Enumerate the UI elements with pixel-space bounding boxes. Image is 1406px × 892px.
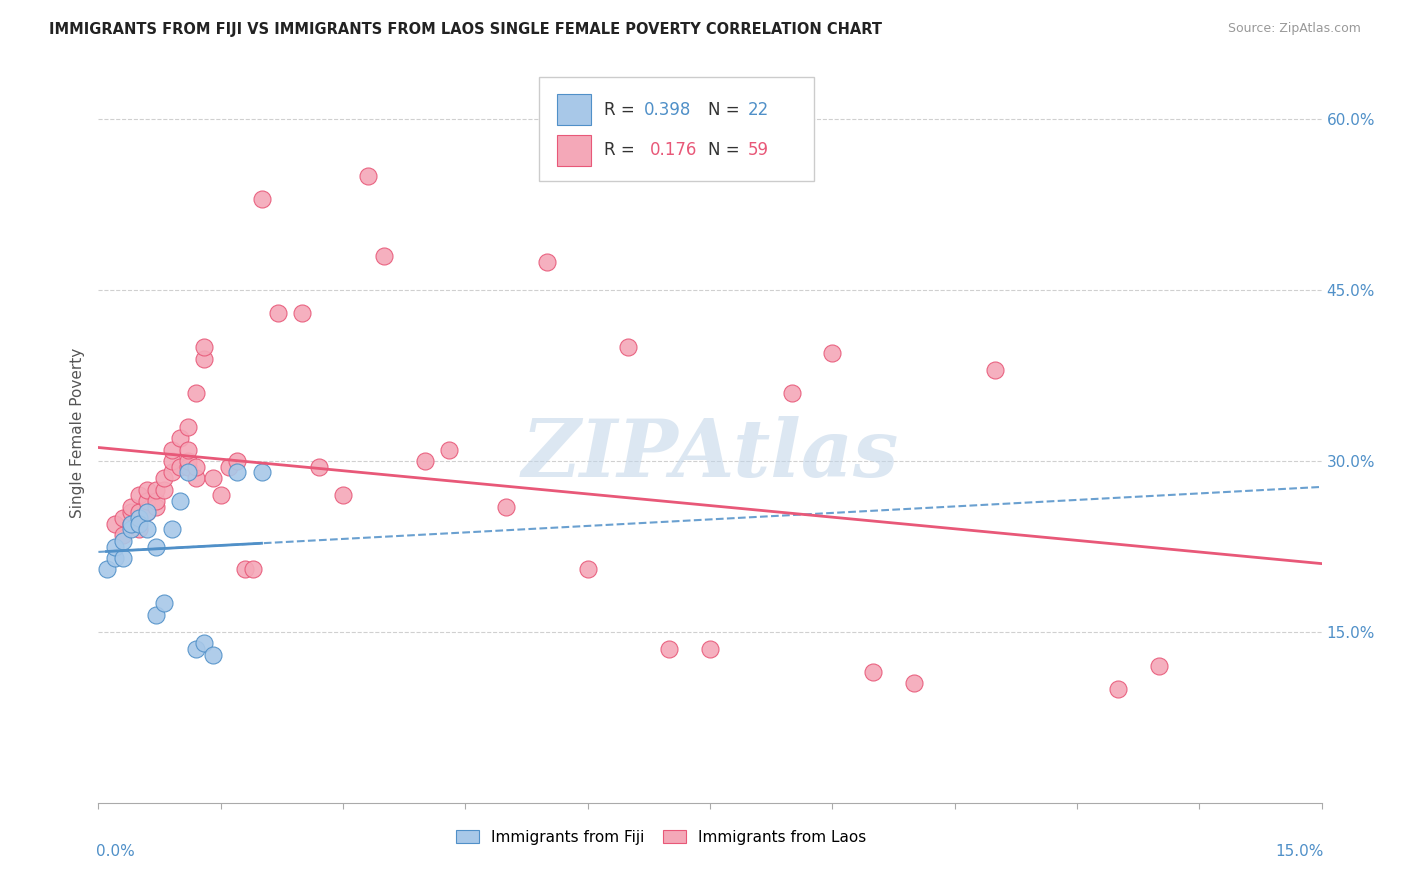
Point (658, 642, 681, 657)
Y-axis label: Single Female Poverty: Single Female Poverty (70, 348, 86, 517)
Point (495, 500, 517, 514)
Point (111, 528, 134, 542)
Point (136, 483, 159, 497)
Point (160, 454, 183, 468)
Text: Source: ZipAtlas.com: Source: ZipAtlas.com (1227, 22, 1361, 36)
Point (186, 642, 208, 657)
Point (250, 466, 273, 480)
Point (120, 505, 142, 519)
Point (437, 442, 460, 457)
Point (984, 363, 1007, 377)
Point (120, 516, 142, 531)
Text: 15.0%: 15.0% (1275, 844, 1324, 858)
Point (104, 550, 127, 565)
Text: 0.0%: 0.0% (96, 844, 135, 858)
Point (111, 533, 134, 548)
Point (193, 636, 215, 650)
Text: IMMIGRANTS FROM FIJI VS IMMIGRANTS FROM LAOS SINGLE FEMALE POVERTY CORRELATION C: IMMIGRANTS FROM FIJI VS IMMIGRANTS FROM … (49, 22, 882, 37)
Point (193, 351, 215, 366)
Point (226, 466, 249, 480)
Point (186, 459, 208, 474)
Point (617, 340, 640, 354)
FancyBboxPatch shape (557, 95, 592, 126)
Point (536, 254, 558, 268)
Text: 0.176: 0.176 (650, 141, 697, 160)
Point (104, 516, 127, 531)
Point (120, 500, 142, 514)
Point (177, 442, 200, 457)
Point (177, 466, 200, 480)
Point (145, 540, 167, 554)
Point (267, 306, 290, 320)
Point (356, 169, 378, 184)
Point (242, 562, 264, 576)
Point (145, 483, 167, 497)
Text: 59: 59 (748, 141, 769, 160)
Point (177, 459, 200, 474)
Point (145, 500, 167, 514)
Point (104, 540, 127, 554)
Point (209, 488, 232, 502)
Point (903, 676, 925, 690)
Point (120, 523, 142, 537)
Point (373, 249, 395, 263)
Text: N =: N = (707, 141, 744, 160)
Point (1147, 659, 1170, 673)
Text: R =: R = (603, 141, 645, 160)
Point (128, 523, 150, 537)
Text: 0.398: 0.398 (644, 101, 692, 119)
Point (177, 420, 200, 434)
Point (160, 523, 183, 537)
Point (169, 494, 191, 508)
Point (111, 511, 134, 525)
Point (177, 454, 200, 468)
Point (111, 550, 134, 565)
Point (160, 466, 183, 480)
Point (862, 665, 884, 679)
Point (169, 431, 191, 445)
Point (308, 459, 330, 474)
Point (576, 562, 599, 576)
Point (169, 459, 191, 474)
Point (128, 511, 150, 525)
FancyBboxPatch shape (557, 135, 592, 166)
Point (136, 494, 159, 508)
Point (332, 488, 354, 502)
Point (128, 488, 150, 502)
Point (145, 494, 167, 508)
Point (193, 340, 215, 354)
Point (145, 607, 167, 622)
Point (699, 642, 721, 657)
Point (136, 523, 159, 537)
Point (136, 505, 159, 519)
Point (128, 505, 150, 519)
Point (120, 516, 142, 531)
Point (226, 454, 249, 468)
Point (186, 471, 208, 485)
Text: R =: R = (603, 101, 640, 119)
Point (201, 471, 224, 485)
Text: 22: 22 (748, 101, 769, 119)
Text: N =: N = (707, 101, 744, 119)
Point (413, 454, 436, 468)
Legend: Immigrants from Fiji, Immigrants from Laos: Immigrants from Fiji, Immigrants from La… (450, 823, 872, 851)
Point (186, 385, 208, 400)
Point (218, 459, 240, 474)
Point (136, 505, 159, 519)
Point (152, 471, 174, 485)
Point (1107, 681, 1129, 696)
Point (291, 306, 314, 320)
Point (201, 648, 224, 662)
Point (152, 483, 174, 497)
Point (160, 442, 183, 457)
Point (821, 346, 844, 360)
Point (250, 192, 273, 206)
Point (96, 562, 118, 576)
FancyBboxPatch shape (538, 78, 814, 181)
Text: ZIPAtlas: ZIPAtlas (522, 416, 898, 493)
Point (233, 562, 256, 576)
Point (780, 385, 803, 400)
Point (152, 597, 174, 611)
Point (128, 516, 150, 531)
